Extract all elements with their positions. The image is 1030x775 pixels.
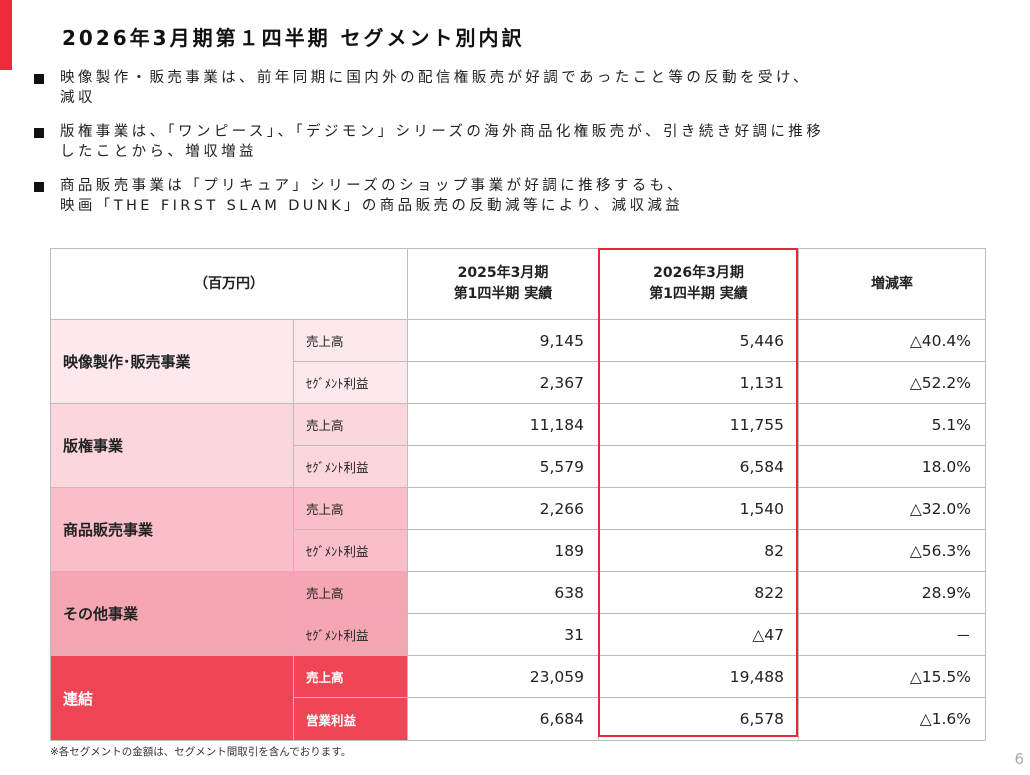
- metric-label: 売上高: [293, 403, 408, 446]
- curr-value: 6,584: [598, 445, 799, 488]
- curr-value: 5,446: [598, 319, 799, 362]
- change-rate: 5.1%: [798, 403, 986, 446]
- table-header-row: （百万円） 2025年3月期 第1四半期 実績 2026年3月期 第1四半期 実…: [50, 248, 986, 320]
- bullet-line: 映画「THE FIRST SLAM DUNK」の商品販売の反動減等により、減収減…: [60, 198, 684, 214]
- bullet-text: 版権事業は、「ワンピース」、「デジモン」シリーズの海外商品化権販売が、引き続き好…: [60, 122, 824, 162]
- curr-value: △47: [598, 613, 799, 656]
- metric-label: 営業利益: [293, 697, 408, 741]
- table-row: ｾｸﾞﾒﾝﾄ利益 31 △47 －: [51, 613, 986, 656]
- square-bullet-icon: [34, 128, 44, 138]
- metric-label: ｾｸﾞﾒﾝﾄ利益: [293, 445, 408, 488]
- segment-name: 版権事業: [50, 403, 294, 488]
- curr-value: 19,488: [598, 655, 799, 698]
- bullet-list: 映像製作・販売事業は、前年同期に国内外の配信権販売が好調であったこと等の反動を受…: [34, 68, 1004, 230]
- prev-period-header-line2: 第1四半期 実績: [453, 286, 553, 302]
- metric-label: 売上高: [293, 571, 408, 614]
- prev-value: 2,367: [407, 361, 599, 404]
- change-rate: －: [798, 613, 986, 656]
- prev-value: 11,184: [407, 403, 599, 446]
- prev-value: 6,684: [407, 697, 599, 741]
- segment-name: その他事業: [50, 571, 294, 656]
- segment-name: 連結: [50, 655, 294, 741]
- segment-name: 映像製作･販売事業: [50, 319, 294, 404]
- accent-bar: [0, 0, 12, 70]
- change-rate: 28.9%: [798, 571, 986, 614]
- curr-value: 11,755: [598, 403, 799, 446]
- square-bullet-icon: [34, 74, 44, 84]
- change-rate: △40.4%: [798, 319, 986, 362]
- curr-value: 1,131: [598, 361, 799, 404]
- prev-value: 9,145: [407, 319, 599, 362]
- prev-value: 189: [407, 529, 599, 572]
- table-row: 商品販売事業 売上高 2,266 1,540 △32.0%: [50, 487, 986, 572]
- curr-value: 1,540: [598, 487, 799, 530]
- prev-period-header-line1: 2025年3月期: [457, 265, 549, 281]
- curr-period-header-line1: 2026年3月期: [653, 265, 744, 281]
- bullet-line: 商品販売事業は「プリキュア」シリーズのショップ事業が好調に推移するも、: [60, 178, 686, 194]
- table-row: 映像製作･販売事業 売上高 9,145 5,446 △40.4%: [50, 319, 986, 404]
- table-row: ｾｸﾞﾒﾝﾄ利益 5,579 6,584 18.0%: [51, 445, 986, 488]
- bullet-text: 映像製作・販売事業は、前年同期に国内外の配信権販売が好調であったこと等の反動を受…: [60, 68, 811, 108]
- change-rate: △56.3%: [798, 529, 986, 572]
- prev-period-header: 2025年3月期 第1四半期 実績: [407, 248, 599, 320]
- table-row: ｾｸﾞﾒﾝﾄ利益 189 82 △56.3%: [51, 529, 986, 572]
- metric-label: 売上高: [293, 319, 408, 362]
- curr-period-header-line2: 第1四半期 実績: [649, 286, 748, 302]
- prev-value: 23,059: [407, 655, 599, 698]
- change-rate: △1.6%: [798, 697, 986, 741]
- table-row: 連結 売上高 23,059 19,488 △15.5%: [50, 655, 986, 741]
- change-rate: △52.2%: [798, 361, 986, 404]
- curr-value: 6,578: [598, 697, 799, 741]
- prev-value: 31: [407, 613, 599, 656]
- bullet-item: 商品販売事業は「プリキュア」シリーズのショップ事業が好調に推移するも、 映画「T…: [34, 176, 1004, 216]
- footnote: ※各セグメントの金額は、セグメント間取引を含んでおります。: [50, 746, 352, 758]
- bullet-text: 商品販売事業は「プリキュア」シリーズのショップ事業が好調に推移するも、 映画「T…: [60, 176, 685, 216]
- prev-value: 638: [407, 571, 599, 614]
- bullet-item: 版権事業は、「ワンピース」、「デジモン」シリーズの海外商品化権販売が、引き続き好…: [34, 122, 1004, 162]
- change-rate: △15.5%: [798, 655, 986, 698]
- page-title: 2026年3月期第１四半期 セグメント別内訳: [62, 26, 525, 50]
- curr-period-header: 2026年3月期 第1四半期 実績: [598, 248, 799, 320]
- change-rate: 18.0%: [798, 445, 986, 488]
- curr-value: 82: [598, 529, 799, 572]
- square-bullet-icon: [34, 182, 44, 192]
- table-row: ｾｸﾞﾒﾝﾄ利益 2,367 1,131 △52.2%: [51, 361, 986, 404]
- change-rate-header: 増減率: [798, 248, 986, 320]
- segment-table: （百万円） 2025年3月期 第1四半期 実績 2026年3月期 第1四半期 実…: [50, 248, 986, 741]
- bullet-item: 映像製作・販売事業は、前年同期に国内外の配信権販売が好調であったこと等の反動を受…: [34, 68, 1004, 108]
- table-row: その他事業 売上高 638 822 28.9%: [50, 571, 986, 656]
- prev-value: 5,579: [407, 445, 599, 488]
- metric-label: 売上高: [293, 487, 408, 530]
- metric-label: ｾｸﾞﾒﾝﾄ利益: [293, 529, 408, 572]
- table-row: 版権事業 売上高 11,184 11,755 5.1%: [50, 403, 986, 488]
- bullet-line: 版権事業は、「ワンピース」、「デジモン」シリーズの海外商品化権販売が、引き続き好…: [60, 124, 825, 140]
- bullet-line: 減収: [60, 90, 96, 106]
- bullet-line: したことから、増収増益: [60, 144, 257, 160]
- metric-label: 売上高: [293, 655, 408, 698]
- page-number: 6: [1014, 750, 1024, 768]
- bullet-line: 映像製作・販売事業は、前年同期に国内外の配信権販売が好調であったこと等の反動を受…: [60, 70, 811, 86]
- table-row: 営業利益 6,684 6,578 △1.6%: [51, 697, 986, 741]
- metric-label: ｾｸﾞﾒﾝﾄ利益: [293, 361, 408, 404]
- prev-value: 2,266: [407, 487, 599, 530]
- unit-header: （百万円）: [50, 248, 408, 320]
- segment-name: 商品販売事業: [50, 487, 294, 572]
- metric-label: ｾｸﾞﾒﾝﾄ利益: [293, 613, 408, 656]
- curr-value: 822: [598, 571, 799, 614]
- change-rate: △32.0%: [798, 487, 986, 530]
